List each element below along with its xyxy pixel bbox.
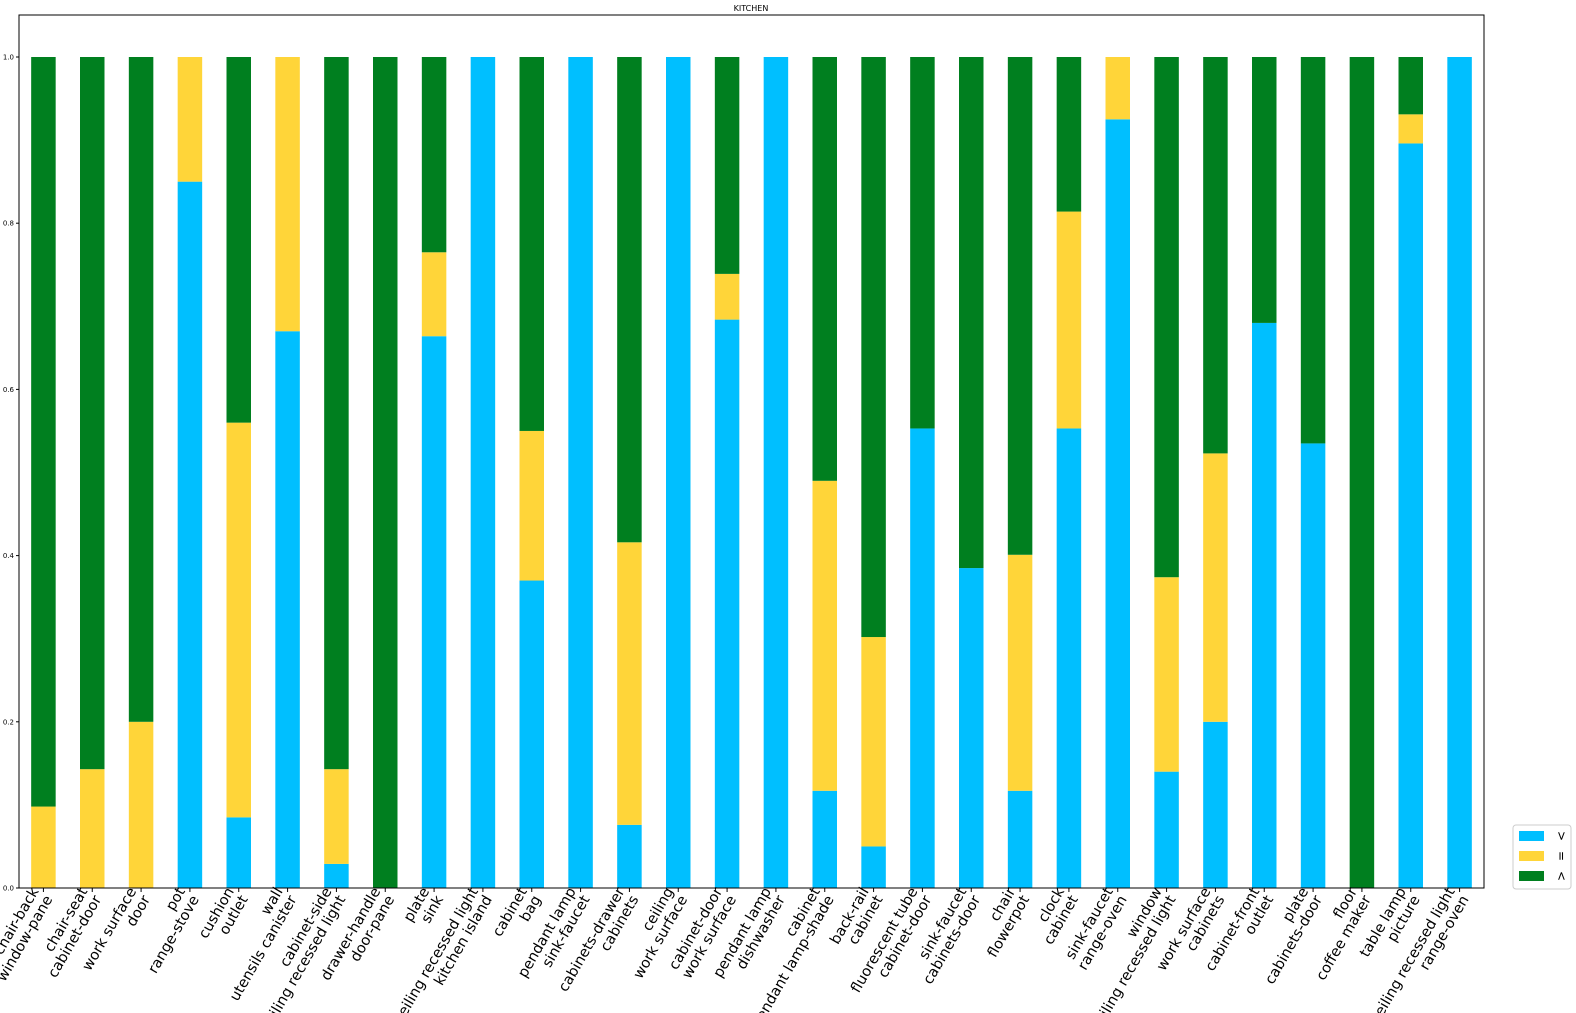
bar-segment-15-series-2	[714, 273, 740, 320]
x-axis: chair-backwindow-panechair-seatcabinet-d…	[0, 884, 1473, 1013]
bar-segment-29-series-2	[1398, 114, 1423, 144]
legend: > = <	[1512, 824, 1572, 890]
y-tick-label: 0.8	[3, 220, 14, 228]
bar-segment-17-series-1	[812, 790, 837, 888]
bar-segment-25-series-3	[1203, 57, 1228, 454]
bar-segment-15-series-1	[714, 319, 740, 889]
bar-segment-7-series-3	[324, 57, 349, 770]
bar-segment-30-series-1	[1447, 57, 1472, 888]
bar-segment-4-series-2	[177, 57, 203, 182]
bar-segment-19-series-3	[910, 57, 935, 429]
y-tick-label: 0.2	[3, 718, 14, 726]
bar-segment-13-series-2	[617, 542, 642, 825]
plot-background	[19, 15, 1484, 888]
y-tick-label: 0.4	[3, 552, 15, 560]
bar-segment-25-series-2	[1203, 453, 1228, 722]
bar-segment-23-series-1	[1105, 119, 1130, 888]
bar-segment-15-series-3	[714, 57, 740, 274]
bar-segment-22-series-2	[1056, 211, 1082, 429]
bar-segment-18-series-3	[861, 57, 886, 638]
y-tick-label: 1.0	[3, 54, 14, 62]
bar-segment-11-series-2	[519, 430, 544, 581]
y-tick-label: 0.0	[3, 885, 14, 893]
bar-segment-27-series-3	[1300, 57, 1326, 444]
legend-label-1: >	[1555, 831, 1569, 841]
bars-layer	[31, 57, 1472, 889]
bar-segment-9-series-1	[421, 336, 447, 889]
bar-segment-24-series-2	[1154, 577, 1179, 772]
bar-segment-12-series-1	[568, 57, 593, 888]
y-axis: 0.0 0.2 0.4 0.6 0.8 1.0	[3, 54, 19, 893]
bar-segment-1-series-2	[31, 806, 56, 888]
bar-segment-20-series-3	[959, 57, 984, 569]
bar-segment-22-series-3	[1056, 57, 1082, 212]
bar-segment-11-series-3	[519, 57, 544, 431]
plot-frame	[18, 14, 1485, 889]
bar-segment-26-series-3	[1252, 57, 1277, 323]
bar-segment-2-series-3	[80, 57, 105, 770]
bar-segment-18-series-1	[861, 846, 886, 888]
bar-segment-5-series-3	[226, 57, 251, 423]
bar-segment-13-series-1	[617, 824, 642, 888]
bar-segment-8-series-3	[373, 57, 398, 888]
bar-segment-23-series-2	[1105, 57, 1130, 120]
bar-segment-27-series-1	[1300, 443, 1326, 888]
bar-segment-20-series-1	[959, 568, 984, 888]
bar-segment-14-series-1	[666, 57, 691, 888]
bar-segment-7-series-2	[324, 769, 349, 864]
bar-segment-29-series-3	[1398, 57, 1423, 115]
bar-segment-3-series-2	[128, 721, 154, 888]
legend-label-3: <	[1555, 871, 1569, 881]
bar-segment-19-series-1	[910, 428, 935, 888]
bar-segment-9-series-2	[421, 252, 447, 337]
bar-segment-1-series-3	[31, 57, 56, 807]
bar-segment-24-series-1	[1154, 771, 1179, 888]
chart-title: KITCHEN	[734, 4, 769, 13]
bar-segment-7-series-1	[324, 863, 349, 888]
y-tick-label: 0.6	[3, 386, 15, 394]
bar-segment-2-series-2	[80, 769, 105, 888]
bar-segment-11-series-1	[519, 580, 544, 888]
bar-segment-16-series-1	[763, 57, 789, 888]
bar-segment-13-series-3	[617, 57, 642, 543]
bar-segment-17-series-2	[812, 480, 837, 791]
bar-segment-21-series-3	[1007, 57, 1033, 555]
bar-segment-28-series-3	[1349, 57, 1375, 888]
bar-segment-10-series-1	[470, 57, 496, 888]
bar-segment-6-series-1	[275, 331, 300, 889]
legend-swatch-1	[1519, 831, 1544, 841]
bar-segment-6-series-2	[275, 57, 300, 332]
bar-segment-4-series-1	[177, 181, 203, 888]
bar-segment-22-series-1	[1056, 428, 1082, 888]
bar-segment-25-series-1	[1203, 721, 1228, 888]
bar-segment-21-series-1	[1007, 790, 1033, 888]
bar-segment-9-series-3	[421, 57, 447, 253]
bar-segment-17-series-3	[812, 57, 837, 481]
legend-label-2: =	[1555, 851, 1569, 861]
bar-segment-24-series-3	[1154, 57, 1179, 578]
bar-segment-29-series-1	[1398, 143, 1423, 889]
bar-segment-18-series-2	[861, 637, 886, 847]
legend-swatch-2	[1519, 851, 1544, 861]
legend-swatch-3	[1519, 871, 1544, 881]
bar-segment-3-series-3	[128, 57, 154, 722]
bar-segment-21-series-2	[1007, 554, 1033, 791]
bar-segment-5-series-2	[226, 422, 251, 818]
bar-segment-26-series-1	[1252, 322, 1277, 888]
bar-segment-5-series-1	[226, 817, 251, 888]
